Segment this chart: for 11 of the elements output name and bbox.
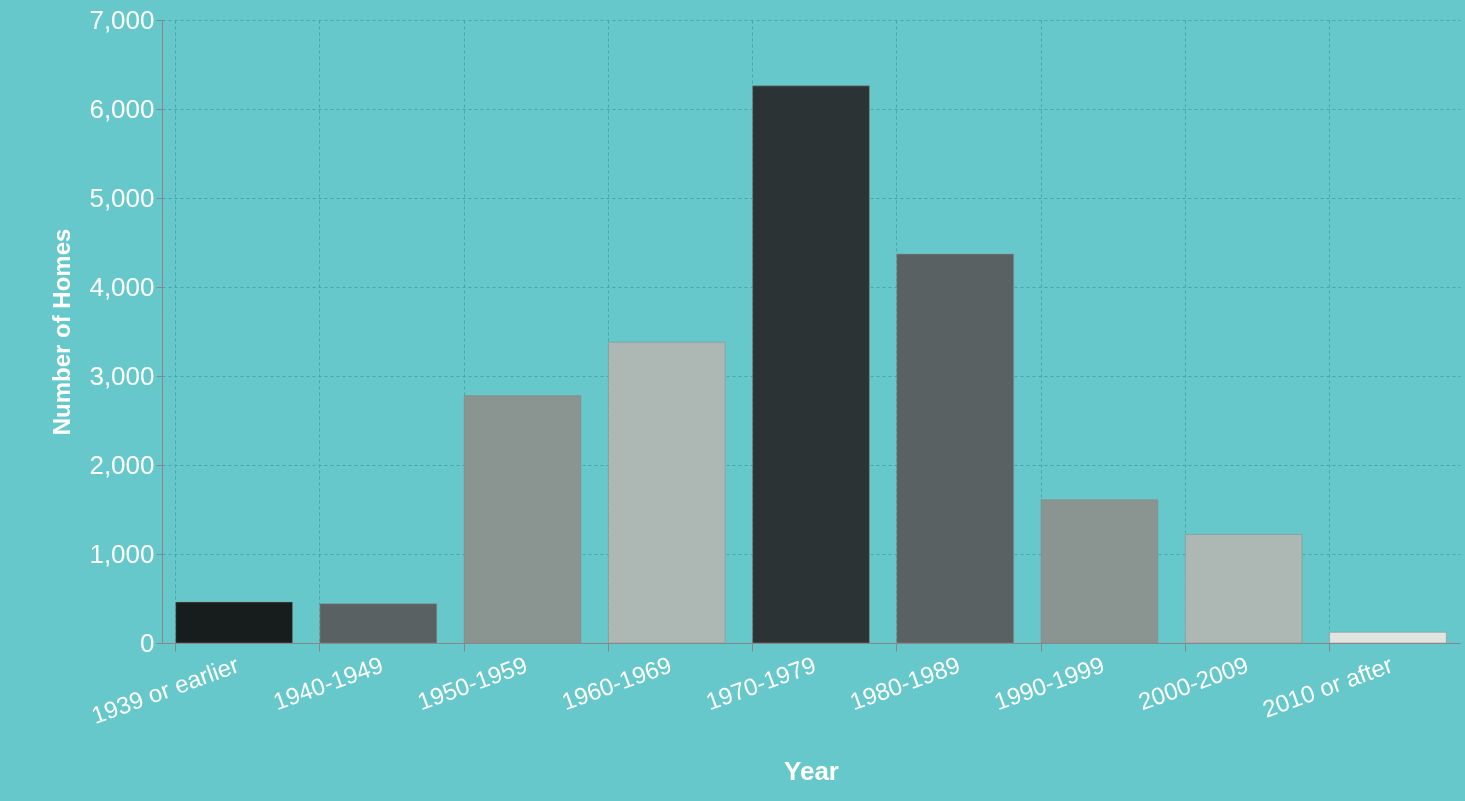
y-tick-label: 2,000 bbox=[89, 449, 155, 480]
y-tick-label: 7,000 bbox=[89, 4, 155, 35]
y-tick-label: 1,000 bbox=[89, 538, 155, 569]
y-axis-title: Number of Homes bbox=[48, 228, 76, 436]
y-tick-label: 6,000 bbox=[89, 93, 155, 124]
y-tick-label: 4,000 bbox=[89, 271, 155, 302]
y-tick-label: 0 bbox=[140, 627, 155, 658]
y-tick-label: 3,000 bbox=[89, 360, 155, 391]
x-tick-label: 2010 or after bbox=[1258, 650, 1397, 723]
y-tick-label: 5,000 bbox=[89, 182, 155, 213]
x-axis-title: Year bbox=[784, 755, 839, 786]
